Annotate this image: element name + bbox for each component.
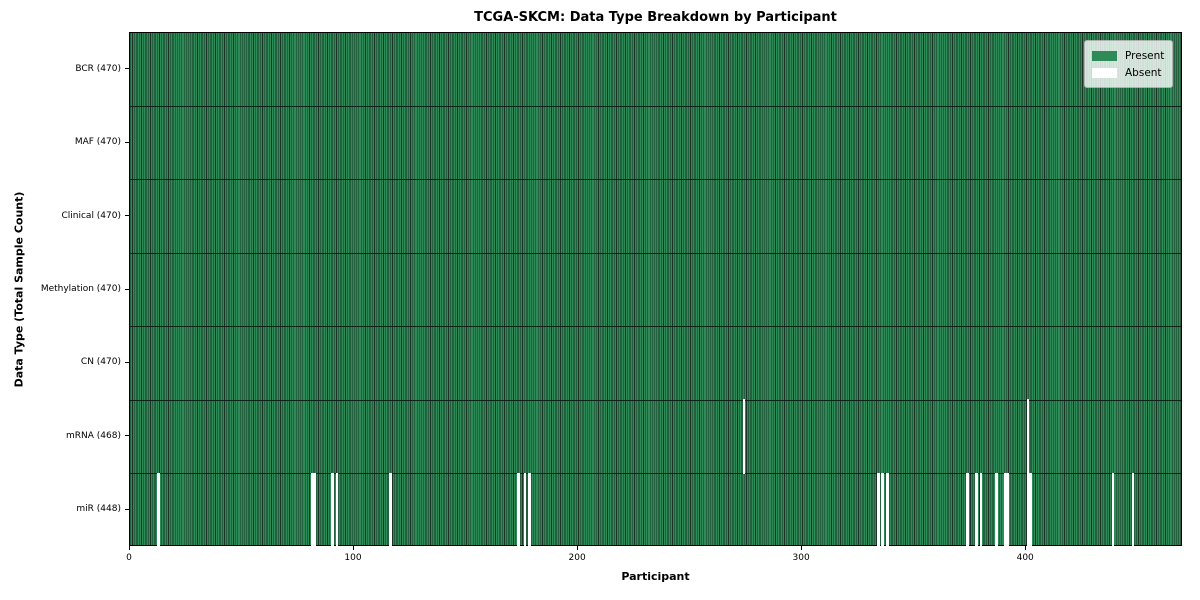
absent-mark-miR-82 bbox=[313, 472, 317, 547]
absent-mark-miR-391 bbox=[1004, 472, 1008, 547]
legend-item-absent: Absent bbox=[1092, 65, 1164, 80]
absent-mark-miR-374 bbox=[966, 472, 969, 547]
legend-label-absent: Absent bbox=[1125, 66, 1162, 79]
absent-mark-miR-173 bbox=[516, 472, 520, 547]
y-tick-mark bbox=[125, 508, 129, 510]
absent-mark-miR-178 bbox=[528, 472, 531, 547]
x-tick-mark bbox=[129, 546, 130, 550]
y-tick-mark bbox=[125, 435, 129, 437]
row-separator bbox=[130, 252, 1181, 254]
y-tick-label-MAF: MAF (470) bbox=[74, 137, 121, 148]
legend-item-present: Present bbox=[1092, 48, 1164, 63]
y-tick-label-mRNA: mRNA (468) bbox=[66, 430, 121, 441]
y-tick-label-BCR: BCR (470) bbox=[75, 63, 121, 74]
x-tick-label-200: 200 bbox=[568, 553, 586, 563]
absent-mark-miR-12 bbox=[156, 472, 160, 547]
absent-mark-miR-387 bbox=[995, 472, 999, 547]
y-tick-mark bbox=[125, 68, 129, 70]
y-tick-label-miR: miR (448) bbox=[76, 504, 121, 515]
y-tick-mark bbox=[125, 288, 129, 290]
absent-mark-miR-392 bbox=[1006, 472, 1010, 547]
plot-area bbox=[129, 32, 1182, 547]
row-separator bbox=[130, 326, 1181, 328]
x-tick-label-100: 100 bbox=[344, 553, 362, 563]
y-tick-label-CN: CN (470) bbox=[80, 357, 121, 368]
y-tick-mark bbox=[125, 141, 129, 143]
x-tick-mark bbox=[801, 546, 803, 550]
absent-mark-miR-90 bbox=[331, 472, 334, 547]
absent-mark-miR-402 bbox=[1028, 472, 1032, 547]
x-tick-label-300: 300 bbox=[792, 553, 810, 563]
legend-label-present: Present bbox=[1125, 49, 1165, 62]
absent-mark-miR-439 bbox=[1111, 472, 1115, 547]
legend-swatch-present bbox=[1092, 50, 1117, 61]
legend: Present Absent bbox=[1084, 40, 1174, 88]
absent-mark-miR-448 bbox=[1131, 472, 1135, 547]
absent-mark-miR-336 bbox=[881, 472, 885, 547]
row-separator bbox=[130, 399, 1181, 401]
y-tick-mark bbox=[125, 361, 129, 363]
row-separator bbox=[130, 179, 1181, 181]
absent-mark-miR-380 bbox=[979, 472, 983, 547]
row-separator bbox=[130, 473, 1181, 475]
y-tick-label-Clinical: Clinical (470) bbox=[61, 210, 121, 221]
absent-mark-mRNA-274 bbox=[742, 399, 746, 475]
y-tick-mark bbox=[125, 215, 129, 217]
row-separator bbox=[130, 105, 1181, 107]
absent-mark-miR-378 bbox=[975, 472, 978, 547]
absent-mark-miR-401 bbox=[1026, 472, 1030, 547]
absent-mark-miR-334 bbox=[876, 472, 880, 547]
absent-mark-miR-81 bbox=[311, 472, 314, 547]
y-tick-label-Methylation: Methylation (470) bbox=[40, 284, 121, 294]
legend-swatch-absent bbox=[1092, 67, 1117, 78]
x-tick-mark bbox=[1025, 546, 1027, 550]
absent-mark-miR-338 bbox=[885, 472, 889, 547]
x-tick-mark bbox=[353, 546, 354, 550]
x-tick-label-400: 400 bbox=[1016, 553, 1034, 563]
absent-mark-miR-116 bbox=[389, 472, 393, 547]
x-tick-label-0: 0 bbox=[126, 553, 132, 563]
absent-mark-miR-92 bbox=[335, 472, 339, 547]
chart-title: TCGA-SKCM: Data Type Breakdown by Partic… bbox=[474, 10, 837, 25]
absent-mark-miR-176 bbox=[523, 472, 527, 547]
x-axis-label: Participant bbox=[621, 570, 690, 583]
absent-mark-mRNA-401 bbox=[1026, 399, 1030, 475]
x-tick-mark bbox=[577, 546, 579, 550]
